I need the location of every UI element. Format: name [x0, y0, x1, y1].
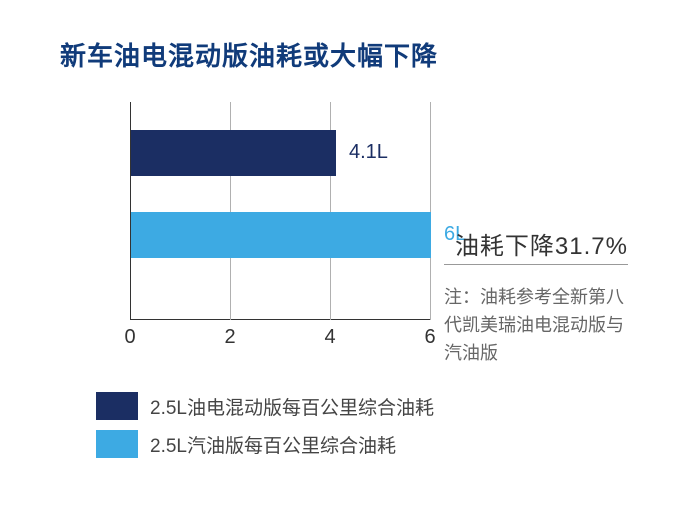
reduction-headline: 油耗下降31.7%: [455, 226, 628, 261]
legend-label: 2.5L汽油版每百公里综合油耗: [150, 431, 396, 458]
bar-value-label: 4.1L: [349, 141, 388, 164]
bar-chart: 02464.1L6L: [130, 102, 430, 320]
x-tick: 0: [124, 326, 135, 349]
bar: [131, 130, 336, 176]
x-tick: 4: [324, 326, 335, 349]
legend-label: 2.5L油电混动版每百公里综合油耗: [150, 393, 434, 420]
legend: 2.5L油电混动版每百公里综合油耗 2.5L汽油版每百公里综合油耗: [96, 392, 434, 468]
x-tick: 2: [224, 326, 235, 349]
bar: [131, 212, 431, 258]
legend-item: 2.5L油电混动版每百公里综合油耗: [96, 392, 434, 420]
legend-swatch: [96, 430, 138, 458]
chart-title: 新车油电混动版油耗或大幅下降: [60, 36, 438, 73]
legend-item: 2.5L汽油版每百公里综合油耗: [96, 430, 434, 458]
footnote: 注：油耗参考全新第八代凯美瑞油电混动版与汽油版: [444, 284, 628, 368]
gridline: [430, 102, 431, 320]
side-divider: [444, 264, 628, 265]
x-tick: 6: [424, 326, 435, 349]
legend-swatch: [96, 392, 138, 420]
